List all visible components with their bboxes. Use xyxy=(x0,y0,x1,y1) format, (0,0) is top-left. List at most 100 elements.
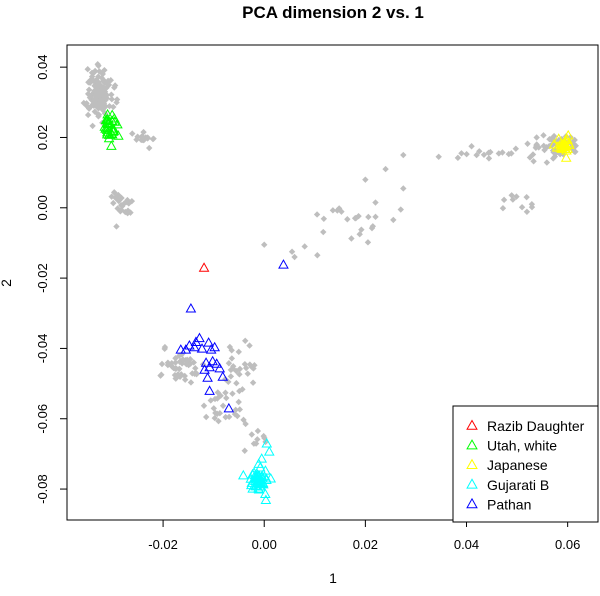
background-point xyxy=(84,90,92,98)
background-point xyxy=(214,410,221,418)
background-point xyxy=(572,148,579,155)
background-point xyxy=(567,134,574,141)
x-tick-label: 0.00 xyxy=(252,537,277,552)
point-gujarati-b xyxy=(247,468,258,479)
background-point xyxy=(390,216,397,224)
background-point xyxy=(372,213,379,221)
background-point xyxy=(334,207,341,214)
background-point xyxy=(172,375,179,382)
background-point xyxy=(108,91,115,98)
background-point xyxy=(252,440,260,447)
background-point xyxy=(161,343,169,351)
background-point xyxy=(518,204,526,211)
background-point xyxy=(226,343,234,351)
y-tick-label: 0.02 xyxy=(35,125,50,150)
background-point xyxy=(187,360,194,367)
background-point xyxy=(248,431,255,438)
point-pathan xyxy=(199,364,210,374)
x-axis: -0.02 0.00 0.02 0.04 0.06 xyxy=(148,519,580,552)
background-point xyxy=(233,380,240,387)
background-point xyxy=(202,413,210,421)
point-gujarati-b xyxy=(257,477,269,487)
point-gujarati-b xyxy=(263,446,275,456)
background-point xyxy=(301,243,308,250)
background-point xyxy=(111,189,118,196)
y-axis: -0.08 -0.06 -0.04 -0.02 0.00 0.02 0.04 xyxy=(35,54,68,504)
background-point xyxy=(454,154,462,162)
x-tick-label: 0.06 xyxy=(555,537,580,552)
background-point xyxy=(91,87,98,95)
background-point xyxy=(110,103,117,111)
background-point xyxy=(91,91,98,98)
point-pathan xyxy=(204,361,215,372)
legend-marker xyxy=(466,478,478,489)
point-japanese xyxy=(562,129,574,140)
background-point xyxy=(85,86,93,93)
background-point xyxy=(356,230,363,238)
background-point xyxy=(227,373,235,380)
background-point xyxy=(215,417,222,425)
point-utah-white xyxy=(100,114,112,125)
background-point xyxy=(157,372,164,379)
background-point xyxy=(543,159,551,166)
point-pathan xyxy=(175,344,187,354)
background-points xyxy=(80,61,579,454)
background-point xyxy=(128,197,136,205)
background-point xyxy=(117,201,125,209)
background-point xyxy=(88,73,96,80)
background-point xyxy=(229,390,236,397)
y-tick-label: 0.00 xyxy=(35,195,50,220)
background-point xyxy=(99,70,106,78)
background-point xyxy=(530,158,537,165)
background-point xyxy=(80,99,88,107)
background-point xyxy=(552,149,560,157)
point-utah-white xyxy=(112,130,124,140)
background-point xyxy=(397,206,404,213)
background-point xyxy=(176,352,183,359)
background-point xyxy=(112,194,119,201)
background-point xyxy=(108,96,116,103)
point-utah-white xyxy=(107,125,119,135)
background-point xyxy=(524,140,531,147)
background-point xyxy=(105,81,113,89)
point-pathan xyxy=(278,259,289,269)
background-point xyxy=(111,82,119,89)
background-point xyxy=(99,95,107,103)
background-point xyxy=(344,216,351,223)
legend-marker xyxy=(466,458,478,469)
background-point xyxy=(86,79,94,86)
background-point xyxy=(91,97,99,104)
background-point xyxy=(533,134,540,141)
background-point xyxy=(540,132,547,139)
background-point xyxy=(211,414,218,422)
background-point xyxy=(179,356,187,363)
background-point xyxy=(235,348,242,356)
background-point xyxy=(435,153,442,161)
legend-label: Utah, white xyxy=(487,438,557,454)
background-point xyxy=(329,207,337,214)
point-gujarati-b xyxy=(237,469,249,480)
background-point xyxy=(485,149,492,157)
background-point xyxy=(249,379,257,386)
background-point xyxy=(288,248,296,255)
background-point xyxy=(236,387,243,395)
legend: Razib Daughter Utah, white Japanese Gujarat… xyxy=(452,405,599,523)
background-point xyxy=(124,207,132,214)
point-pathan xyxy=(202,372,213,382)
background-point xyxy=(246,342,253,349)
legend-box xyxy=(452,405,599,523)
background-point xyxy=(569,145,576,153)
background-point xyxy=(543,144,550,151)
background-point xyxy=(200,402,208,409)
point-gujarati-b xyxy=(259,470,270,481)
point-gujarati-b xyxy=(261,438,273,448)
x-tick-label: 0.02 xyxy=(353,537,378,552)
background-point xyxy=(500,196,508,204)
background-point xyxy=(84,66,91,73)
background-point xyxy=(93,76,100,84)
y-tick-label: -0.04 xyxy=(35,334,50,364)
background-point xyxy=(225,413,233,421)
background-point xyxy=(244,370,251,377)
background-point xyxy=(348,235,355,242)
